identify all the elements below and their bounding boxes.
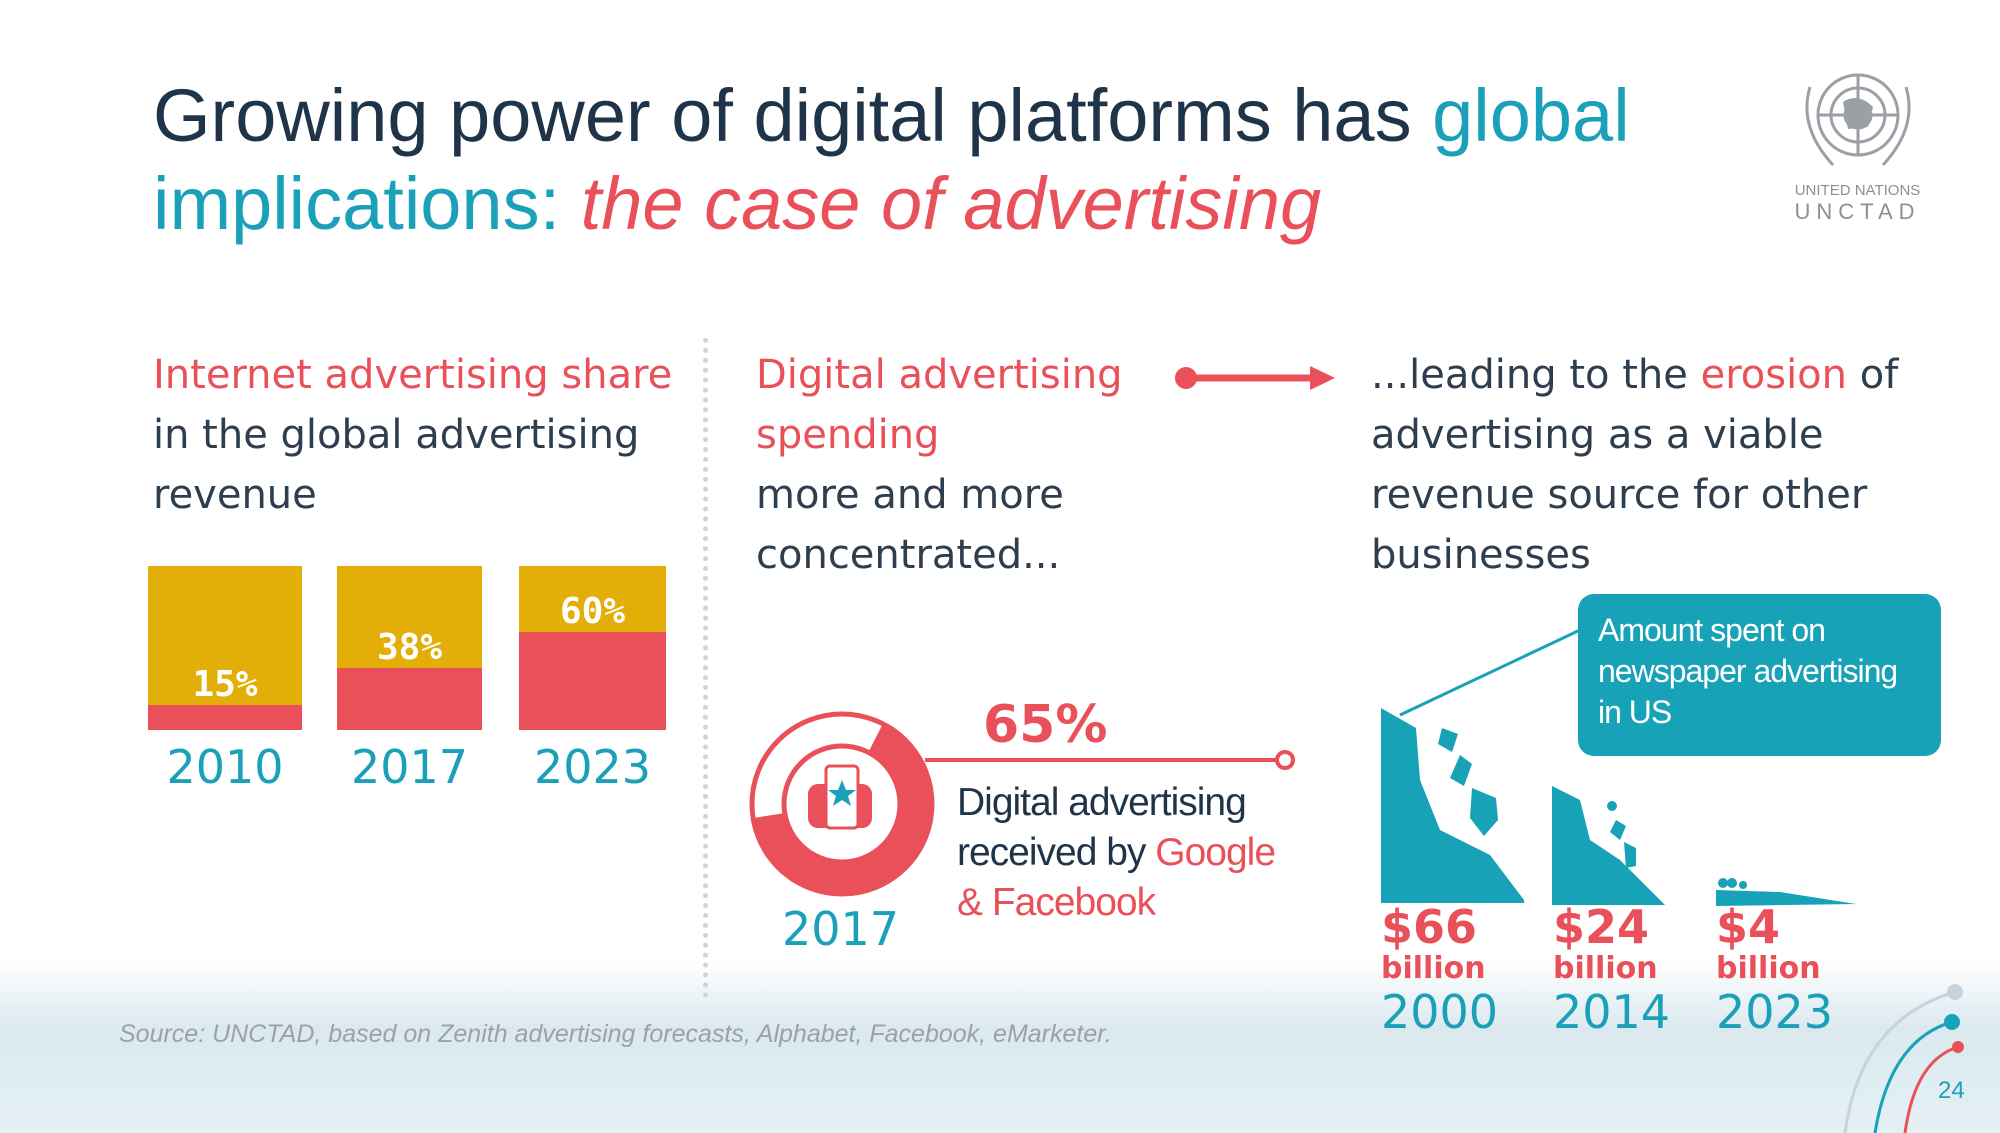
spend-item-2023: $4 billion 2023 bbox=[1716, 902, 1833, 1038]
spend-year: 2023 bbox=[1716, 985, 1834, 1039]
title-part: the case of advertising bbox=[580, 162, 1322, 245]
desc-line: Digital advertising bbox=[957, 781, 1247, 824]
arrow-right-icon bbox=[1175, 366, 1335, 390]
cliff-illustrations bbox=[1381, 628, 1856, 906]
spend-year: 2000 bbox=[1381, 985, 1499, 1039]
concentration-heading: Digital advertising spending more and mo… bbox=[756, 345, 1123, 585]
title-part: global bbox=[1432, 74, 1630, 157]
heading-text: more and more bbox=[756, 472, 1064, 518]
heading-text: advertising as a viable bbox=[1371, 412, 1824, 458]
spend-item-2000: $66 billion 2000 bbox=[1381, 902, 1498, 1038]
desc-line: & Facebook bbox=[957, 881, 1156, 924]
bar-label: 60% bbox=[559, 590, 626, 632]
donut-chart bbox=[749, 711, 1295, 897]
bar-2010: 15% bbox=[148, 566, 302, 730]
spend-amount: $24 bbox=[1553, 900, 1650, 954]
page-number: 24 bbox=[1938, 1077, 1965, 1104]
spend-amount: $66 bbox=[1381, 900, 1478, 954]
bar-2023: 60% bbox=[519, 566, 666, 730]
desc-line: Google bbox=[1155, 831, 1276, 874]
heading-text: concentrated... bbox=[756, 532, 1061, 578]
heading-text: in the global advertising bbox=[153, 412, 640, 458]
heading-text: revenue source for other bbox=[1371, 472, 1868, 518]
cliff-2023-icon bbox=[1716, 878, 1856, 906]
cliff-2014-icon bbox=[1552, 786, 1665, 905]
spend-year: 2014 bbox=[1553, 985, 1671, 1039]
heading-text: revenue bbox=[153, 472, 317, 518]
heading-text: ...leading to the bbox=[1371, 352, 1701, 398]
heading-red: Internet advertising share bbox=[153, 352, 673, 398]
desc-line: received by bbox=[957, 831, 1156, 874]
bar-year-label: 2017 bbox=[350, 740, 469, 794]
bar-label: 15% bbox=[192, 664, 258, 706]
page-title: Growing power of digital platforms has g… bbox=[153, 72, 1630, 248]
spend-amount: $4 bbox=[1716, 900, 1781, 954]
spend-unit: billion bbox=[1553, 951, 1658, 986]
heading-red: erosion bbox=[1700, 352, 1848, 398]
title-part: Growing power of digital platforms has bbox=[153, 74, 1433, 157]
erosion-heading: ...leading to the erosion of advertising… bbox=[1371, 345, 1898, 585]
footer-band bbox=[0, 960, 2000, 1133]
bar-fill-internet bbox=[337, 667, 482, 730]
logo-text: UNCTAD bbox=[1794, 199, 1921, 224]
bar-2017: 38% bbox=[337, 566, 482, 730]
spend-unit: billion bbox=[1381, 951, 1486, 986]
heading-text: businesses bbox=[1371, 532, 1591, 578]
heading-red: Digital advertising bbox=[756, 352, 1123, 398]
bar-year-label: 2023 bbox=[533, 740, 652, 794]
google-facebook-share: 65% bbox=[983, 695, 1108, 755]
logo-text: UNITED NATIONS bbox=[1794, 182, 1921, 199]
heading-text: of bbox=[1847, 352, 1899, 398]
dotted-divider bbox=[703, 338, 708, 998]
spend-unit: billion bbox=[1716, 951, 1821, 986]
bar-fill-internet bbox=[148, 705, 302, 730]
donut-year: 2017 bbox=[782, 902, 900, 956]
cliff-2000-icon bbox=[1381, 708, 1524, 903]
decorative-arcs bbox=[1843, 984, 1964, 1133]
title-part: implications: bbox=[153, 162, 581, 245]
internet-share-heading: Internet advertising share in the global… bbox=[153, 345, 672, 525]
newspaper-callout: Amount spent on newspaper advertising in… bbox=[1578, 594, 1941, 756]
phone-hand-icon bbox=[808, 764, 872, 830]
un-logo: UNITED NATIONS UNCTAD bbox=[1786, 57, 1929, 225]
bar-year-label: 2010 bbox=[166, 740, 284, 794]
bar-label: 38% bbox=[376, 626, 443, 668]
un-emblem-icon bbox=[1805, 73, 1910, 167]
callout-pointer bbox=[1399, 628, 1581, 717]
bar-fill-internet bbox=[519, 631, 666, 730]
google-facebook-desc: Digital advertising received by Google &… bbox=[957, 778, 1276, 928]
heading-red: spending bbox=[756, 412, 940, 458]
source-note: Source: UNCTAD, based on Zenith advertis… bbox=[119, 1020, 1112, 1048]
spend-item-2014: $24 billion 2014 bbox=[1553, 902, 1670, 1038]
